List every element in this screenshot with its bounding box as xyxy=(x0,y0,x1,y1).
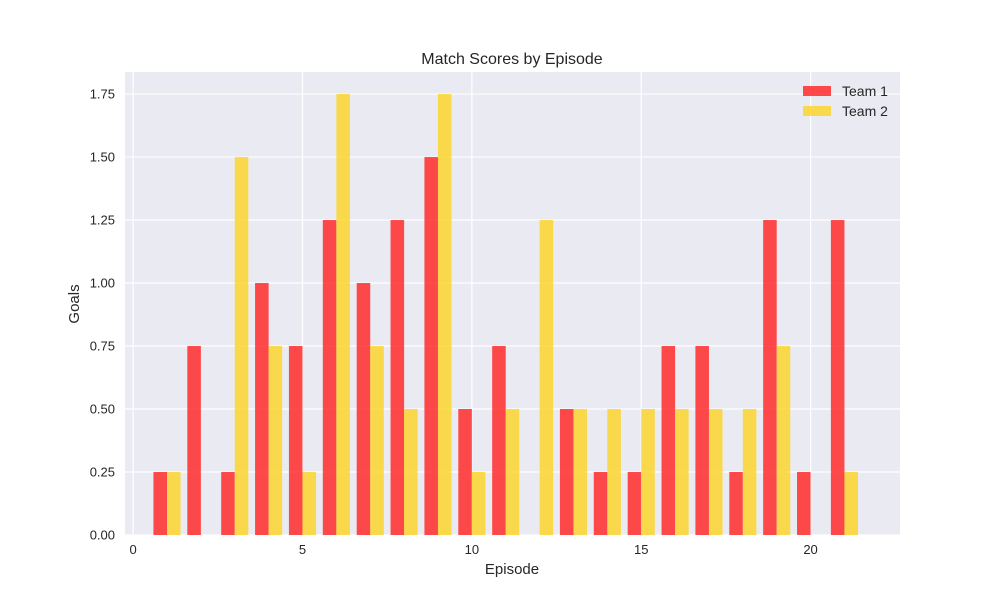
bar-team-1 xyxy=(187,346,201,535)
bar-team-2 xyxy=(675,409,689,535)
bar-team-1 xyxy=(763,220,777,536)
bar-team-2 xyxy=(573,409,588,535)
x-tick-label: 15 xyxy=(634,542,648,557)
bar-team-1 xyxy=(356,283,371,535)
y-tick-label: 1.75 xyxy=(90,87,115,102)
bar-team-2 xyxy=(505,409,520,535)
bar-team-1 xyxy=(390,220,405,536)
bar-team-2 xyxy=(844,472,858,535)
bar-team-1 xyxy=(559,409,574,535)
bar-team-2 xyxy=(336,94,350,536)
bar-team-1 xyxy=(830,220,845,536)
bar-team-1 xyxy=(255,283,269,535)
bar-team-1 xyxy=(424,157,438,535)
bar-team-1 xyxy=(492,346,506,535)
y-tick-label: 0.50 xyxy=(90,402,115,417)
bar-team-1 xyxy=(221,472,235,535)
bar-team-2 xyxy=(776,346,791,535)
bar-team-2 xyxy=(437,94,452,536)
y-tick-label: 1.25 xyxy=(90,213,115,228)
bar-team-1 xyxy=(593,472,608,535)
bar-team-2 xyxy=(370,346,384,535)
bars xyxy=(153,94,858,536)
bar-team-2 xyxy=(742,409,757,535)
bar-team-2 xyxy=(539,220,554,536)
bar-team-1 xyxy=(153,472,168,535)
legend: Team 1 Team 2 xyxy=(803,83,888,119)
x-tick-label: 10 xyxy=(465,542,479,557)
bar-team-1 xyxy=(797,472,811,535)
bar-team-2 xyxy=(302,472,317,535)
legend-label-team-2: Team 2 xyxy=(842,103,888,119)
y-tick-label: 1.00 xyxy=(90,276,115,291)
y-tick-label: 0.75 xyxy=(90,339,115,354)
x-tick-label: 5 xyxy=(299,542,306,557)
legend-label-team-1: Team 1 xyxy=(842,83,888,99)
bar-team-1 xyxy=(627,472,642,535)
legend-swatch-team-1 xyxy=(803,86,831,96)
y-tick-label: 1.50 xyxy=(90,150,115,165)
bar-team-2 xyxy=(607,409,621,535)
bar-team-1 xyxy=(661,346,676,535)
bar-team-1 xyxy=(458,409,472,535)
bar-team-1 xyxy=(322,220,337,536)
bar-team-2 xyxy=(641,409,655,535)
bar-team-2 xyxy=(234,157,249,535)
legend-swatch-team-2 xyxy=(803,106,831,116)
y-axis-label: Goals xyxy=(66,284,83,323)
bar-team-2 xyxy=(404,409,418,535)
x-axis-label: Episode xyxy=(485,561,539,578)
x-tick-label: 0 xyxy=(130,542,137,557)
bar-team-2 xyxy=(471,472,486,535)
x-axis-ticks: 0 5 10 15 20 xyxy=(130,542,818,557)
bar-team-1 xyxy=(695,346,709,535)
x-tick-label: 20 xyxy=(803,542,817,557)
bar-team-1 xyxy=(729,472,743,535)
y-tick-label: 0.00 xyxy=(90,528,115,543)
bar-team-2 xyxy=(167,472,181,535)
chart-title: Match Scores by Episode xyxy=(421,51,603,68)
y-axis-ticks: 0.00 0.25 0.50 0.75 1.00 1.25 1.50 1.75 xyxy=(90,87,115,543)
bar-team-1 xyxy=(288,346,303,535)
bar-team-2 xyxy=(708,409,723,535)
bar-team-2 xyxy=(268,346,283,535)
y-tick-label: 0.25 xyxy=(90,465,115,480)
